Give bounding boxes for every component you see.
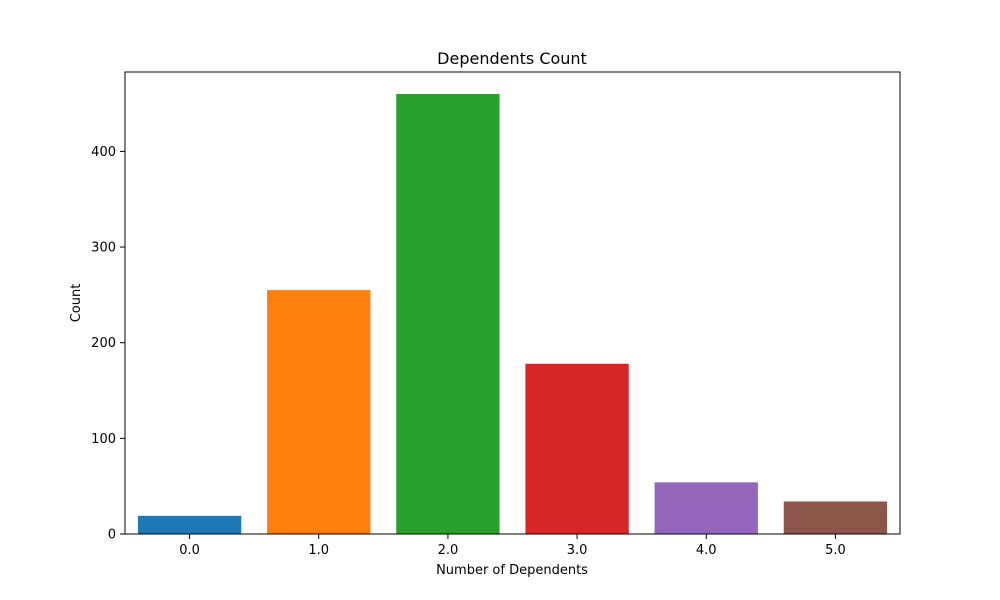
bars-group	[137, 94, 888, 534]
x-tick-label: 3.0	[567, 543, 588, 558]
x-tick-label: 1.0	[308, 543, 329, 558]
plot-frame	[124, 71, 901, 535]
bar-2-0	[396, 94, 500, 534]
bar-3-0	[525, 363, 629, 534]
x-tick-label: 5.0	[825, 543, 846, 558]
x-tick-label: 2.0	[438, 543, 459, 558]
y-tick-label: 200	[91, 336, 116, 351]
y-axis-label: Count	[69, 284, 84, 323]
y-axis: 0 100 200 300 400	[91, 145, 125, 543]
chart-title: Dependents Count	[437, 49, 587, 68]
bar-4-0	[654, 482, 758, 534]
y-tick-label: 300	[91, 241, 116, 256]
x-tick-label: 0.0	[179, 543, 200, 558]
x-axis: 0.0 1.0 2.0 3.0 4.0 5.0	[179, 534, 846, 558]
bar-5-0	[783, 501, 888, 534]
y-tick-label: 400	[91, 145, 116, 160]
x-tick-label: 4.0	[696, 543, 717, 558]
x-axis-label: Number of Dependents	[436, 563, 588, 578]
bar-0-0	[137, 515, 242, 534]
bar-1-0	[267, 290, 371, 534]
y-tick-label: 0	[108, 528, 116, 543]
y-tick-label: 100	[91, 432, 116, 447]
